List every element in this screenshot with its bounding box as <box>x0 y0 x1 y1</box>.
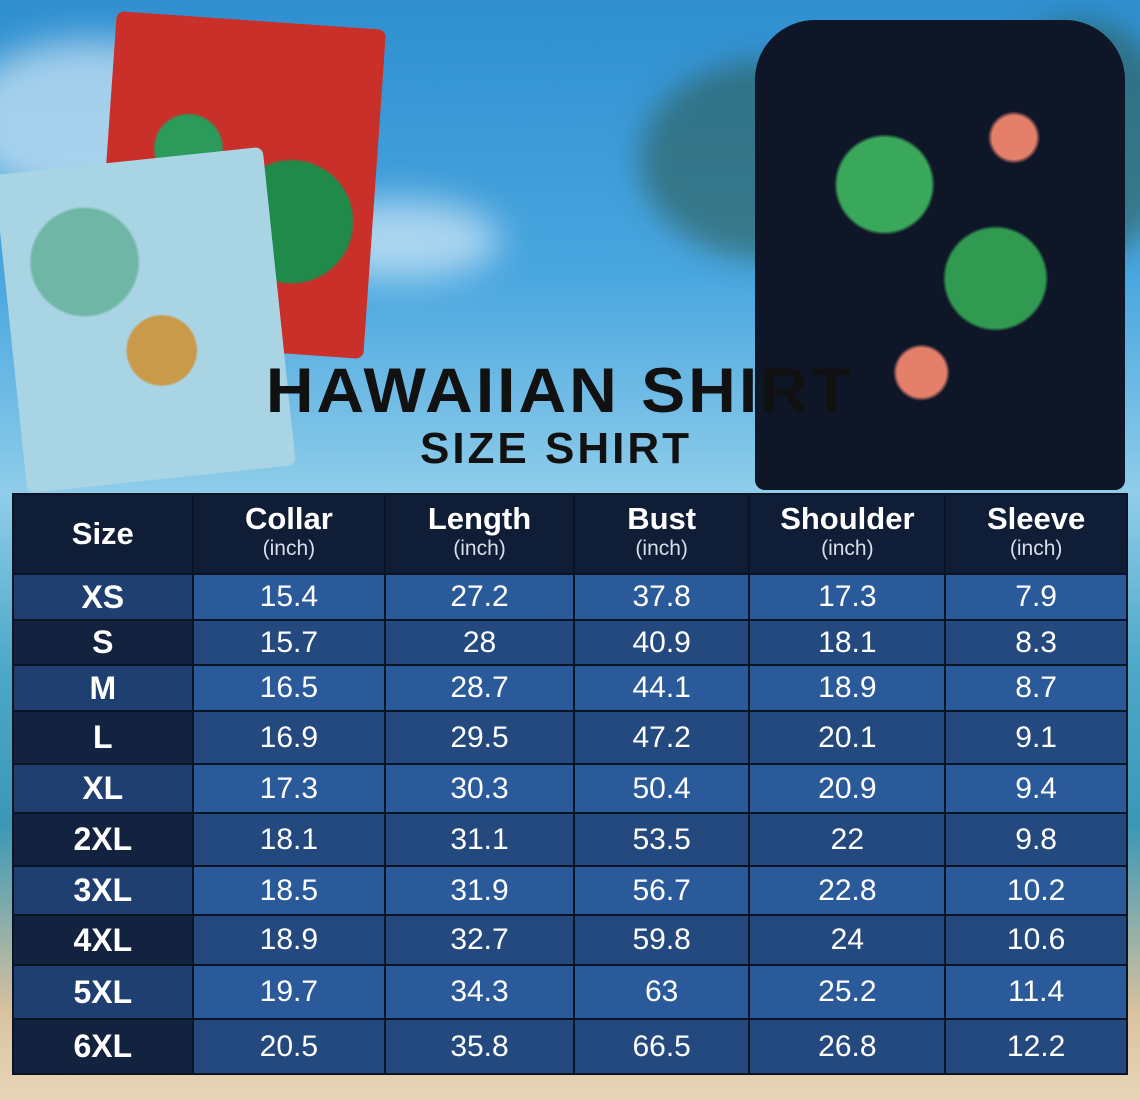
value-cell: 15.4 <box>191 573 387 621</box>
value-cell: 20.1 <box>748 710 947 765</box>
page-title: HAWAIIAN SHIRT <box>265 354 855 426</box>
value-cell: 18.1 <box>748 619 947 666</box>
table-row: 4XL 18.9 32.7 59.8 24 10.6 <box>12 914 1128 966</box>
header-bust: Bust (inch) <box>572 493 751 575</box>
header-sleeve: Sleeve (inch) <box>944 493 1128 575</box>
value-cell: 34.3 <box>384 964 575 1020</box>
header-row: Size Collar (inch) Length (inch) Bust (inch… <box>12 493 1128 575</box>
value-cell: 50.4 <box>572 763 751 814</box>
header-shoulder: Shoulder (inch) <box>748 493 947 575</box>
value-cell: 18.5 <box>191 865 387 916</box>
value-cell: 16.9 <box>191 710 387 765</box>
value-cell: 27.2 <box>384 573 575 621</box>
size-cell: 3XL <box>12 865 194 916</box>
value-cell: 10.6 <box>944 914 1128 966</box>
value-cell: 25.2 <box>748 964 947 1020</box>
value-cell: 9.1 <box>944 710 1128 765</box>
value-cell: 44.1 <box>572 664 751 712</box>
value-cell: 17.3 <box>191 763 387 814</box>
header-collar: Collar (inch) <box>191 493 387 575</box>
size-cell: 6XL <box>12 1018 194 1075</box>
size-cell: XS <box>12 573 194 621</box>
value-cell: 16.5 <box>191 664 387 712</box>
value-cell: 8.7 <box>944 664 1128 712</box>
value-cell: 9.4 <box>944 763 1128 814</box>
table-row: S 15.7 28 40.9 18.1 8.3 <box>12 619 1128 666</box>
value-cell: 18.9 <box>748 664 947 712</box>
value-cell: 32.7 <box>384 914 575 966</box>
size-cell: XL <box>12 763 194 814</box>
table-row: XS 15.4 27.2 37.8 17.3 7.9 <box>12 573 1128 621</box>
table-row: 6XL 20.5 35.8 66.5 26.8 12.2 <box>12 1018 1128 1075</box>
value-cell: 8.3 <box>944 619 1128 666</box>
size-cell: 5XL <box>12 964 194 1020</box>
table-row: L 16.9 29.5 47.2 20.1 9.1 <box>12 710 1128 765</box>
value-cell: 10.2 <box>944 865 1128 916</box>
value-cell: 19.7 <box>191 964 387 1020</box>
value-cell: 29.5 <box>384 710 575 765</box>
value-cell: 53.5 <box>572 812 751 867</box>
value-cell: 9.8 <box>944 812 1128 867</box>
size-cell: 2XL <box>12 812 194 867</box>
table-row: 5XL 19.7 34.3 63 25.2 11.4 <box>12 964 1128 1020</box>
value-cell: 28 <box>384 619 575 666</box>
value-cell: 31.1 <box>384 812 575 867</box>
value-cell: 24 <box>748 914 947 966</box>
value-cell: 20.5 <box>191 1018 387 1075</box>
size-cell: 4XL <box>12 914 194 966</box>
value-cell: 15.7 <box>191 619 387 666</box>
value-cell: 11.4 <box>944 964 1128 1020</box>
value-cell: 30.3 <box>384 763 575 814</box>
model-shirt-image <box>755 20 1125 490</box>
value-cell: 31.9 <box>384 865 575 916</box>
size-cell: S <box>12 619 194 666</box>
value-cell: 18.1 <box>191 812 387 867</box>
size-table: Size Collar (inch) Length (inch) Bust (inch… <box>12 493 1128 1075</box>
value-cell: 20.9 <box>748 763 947 814</box>
value-cell: 28.7 <box>384 664 575 712</box>
header-length: Length (inch) <box>384 493 575 575</box>
table-row: 2XL 18.1 31.1 53.5 22 9.8 <box>12 812 1128 867</box>
value-cell: 47.2 <box>572 710 751 765</box>
value-cell: 35.8 <box>384 1018 575 1075</box>
table-row: XL 17.3 30.3 50.4 20.9 9.4 <box>12 763 1128 814</box>
value-cell: 40.9 <box>572 619 751 666</box>
value-cell: 22.8 <box>748 865 947 916</box>
value-cell: 7.9 <box>944 573 1128 621</box>
value-cell: 59.8 <box>572 914 751 966</box>
value-cell: 22 <box>748 812 947 867</box>
value-cell: 17.3 <box>748 573 947 621</box>
table-row: 3XL 18.5 31.9 56.7 22.8 10.2 <box>12 865 1128 916</box>
value-cell: 12.2 <box>944 1018 1128 1075</box>
value-cell: 37.8 <box>572 573 751 621</box>
value-cell: 63 <box>572 964 751 1020</box>
size-cell: L <box>12 710 194 765</box>
header-size: Size <box>12 493 194 575</box>
size-cell: M <box>12 664 194 712</box>
table-row: M 16.5 28.7 44.1 18.9 8.7 <box>12 664 1128 712</box>
value-cell: 26.8 <box>748 1018 947 1075</box>
value-cell: 66.5 <box>572 1018 751 1075</box>
value-cell: 56.7 <box>572 865 751 916</box>
value-cell: 18.9 <box>191 914 387 966</box>
page-subtitle: SIZE SHIRT <box>419 424 693 473</box>
